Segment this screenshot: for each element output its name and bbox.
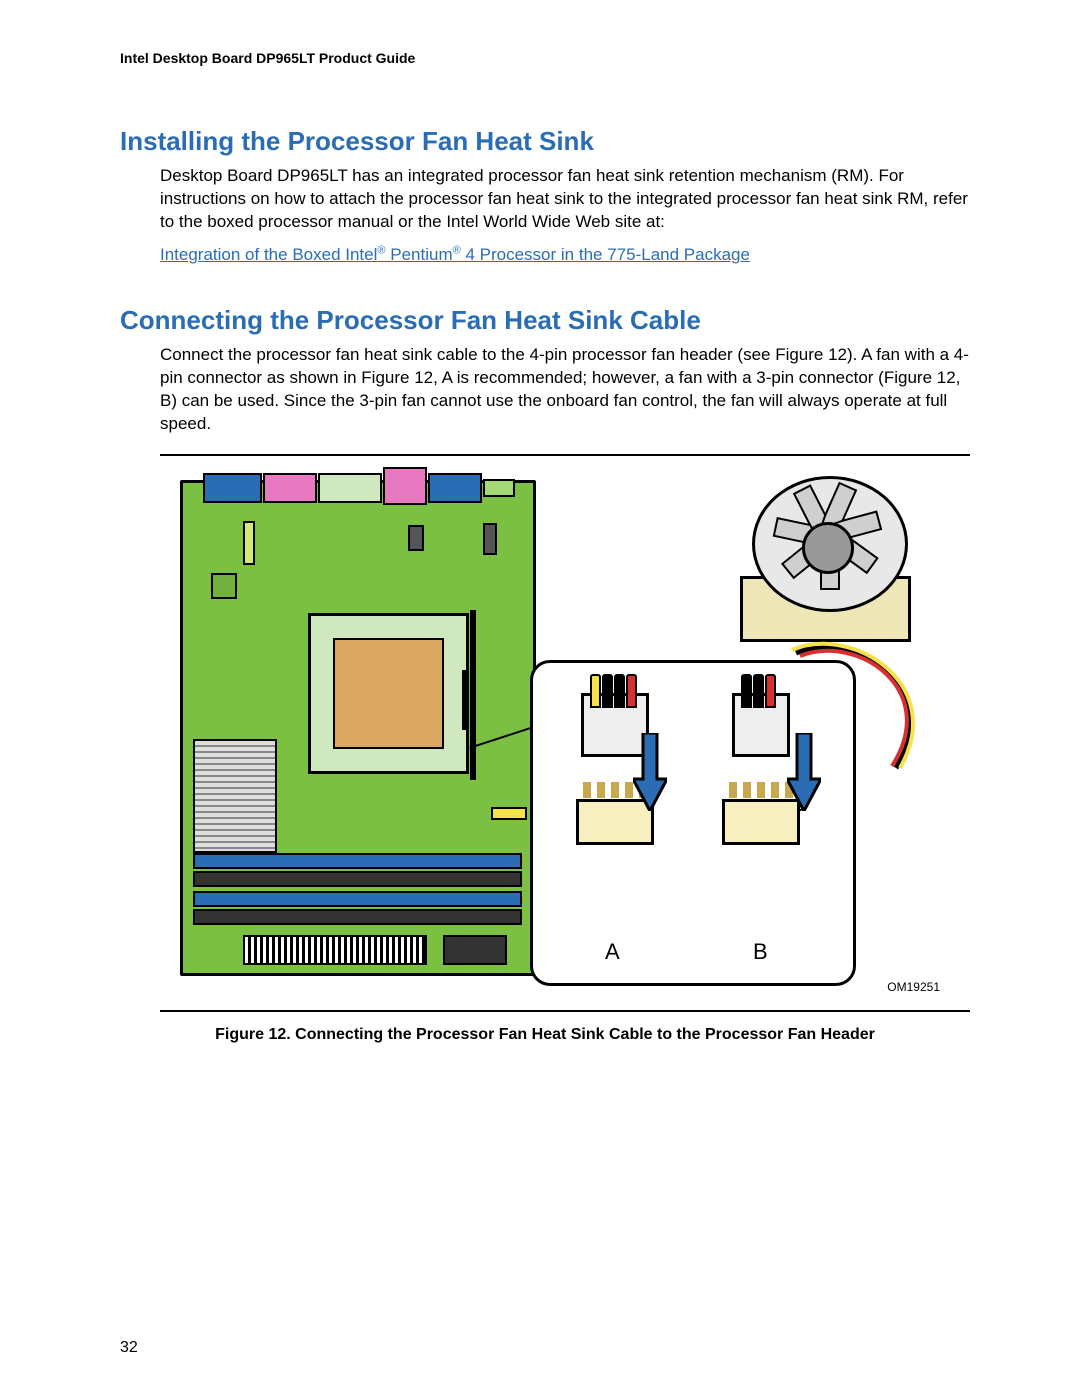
- section-title-connect: Connecting the Processor Fan Heat Sink C…: [120, 305, 970, 336]
- rear-io-ports: [203, 473, 503, 499]
- section-body-install: Desktop Board DP965LT has an integrated …: [160, 165, 970, 234]
- label-a: A: [605, 939, 620, 965]
- arrow-down-icon: [633, 733, 667, 811]
- reg-mark-1: ®: [377, 245, 385, 257]
- ram-slot: [193, 853, 522, 869]
- ram-slot: [193, 891, 522, 907]
- figure-caption: Figure 12. Connecting the Processor Fan …: [160, 1024, 930, 1046]
- label-b: B: [753, 939, 768, 965]
- document-header: Intel Desktop Board DP965LT Product Guid…: [120, 50, 970, 66]
- figure-12-frame: : : : : : : : A B: [160, 454, 970, 1012]
- link-text-mid: Pentium: [386, 245, 453, 264]
- atx-power-connector: [243, 935, 427, 965]
- link-text-pre: Integration of the Boxed Intel: [160, 245, 377, 264]
- ram-slot: [193, 871, 522, 887]
- figure-om-id: OM19251: [887, 980, 940, 994]
- reg-mark-2: ®: [453, 245, 461, 257]
- connector-inset: : : : : : : : A B: [530, 660, 856, 986]
- section-title-install: Installing the Processor Fan Heat Sink: [120, 126, 970, 157]
- ram-slot: [193, 909, 522, 925]
- motherboard: [180, 480, 536, 976]
- page-number: 32: [120, 1339, 138, 1357]
- integration-link[interactable]: Integration of the Boxed Intel® Pentium®…: [160, 245, 750, 264]
- link-text-post: 4 Processor in the 775-Land Package: [461, 245, 750, 264]
- cpu-socket: [308, 613, 469, 774]
- page: Intel Desktop Board DP965LT Product Guid…: [0, 0, 1080, 1317]
- install-link-line: Integration of the Boxed Intel® Pentium®…: [160, 244, 970, 268]
- arrow-down-icon: [787, 733, 821, 811]
- figure-12-diagram: : : : : : : : A B: [170, 470, 960, 1000]
- cpu-fan-heatsink: [720, 466, 940, 666]
- section-body-connect: Connect the processor fan heat sink cabl…: [160, 344, 970, 436]
- vr-heatsink: [193, 739, 277, 853]
